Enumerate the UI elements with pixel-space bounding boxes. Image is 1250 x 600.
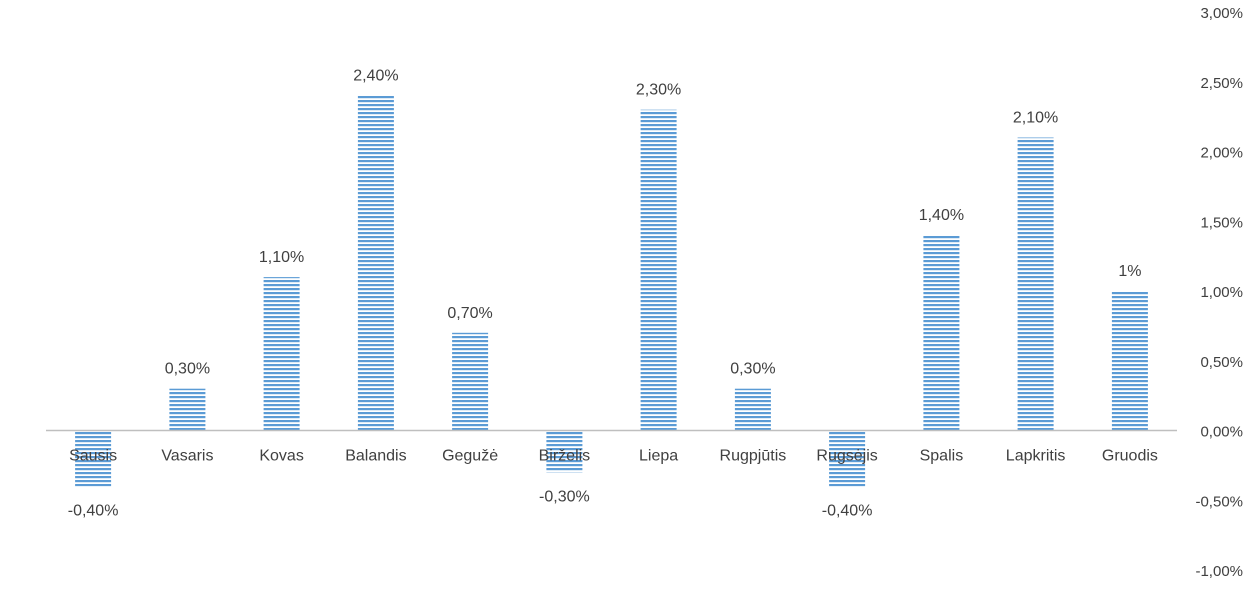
data-label: 2,30% — [636, 82, 681, 99]
data-label: 0,70% — [447, 305, 492, 322]
bar-10 — [923, 235, 960, 431]
bar-1 — [75, 430, 112, 487]
bar-12 — [1111, 291, 1148, 431]
category-label: Lapkritis — [1006, 448, 1066, 465]
category-label: Gegužė — [442, 448, 498, 465]
bar-8 — [734, 388, 771, 431]
y-tick-label: 2,50% — [1200, 75, 1243, 92]
bar-6 — [546, 430, 583, 473]
y-tick-label: 3,00% — [1200, 5, 1243, 22]
bar-11 — [1017, 137, 1054, 431]
data-label: 1,40% — [919, 207, 964, 224]
y-tick-label: -1,00% — [1195, 563, 1243, 580]
data-labels: -0,40% 0,30% 1,10% 2,40% 0,70% -0,30% 2,30% 0,3… — [68, 68, 1142, 520]
bar-5 — [452, 332, 489, 431]
y-tick-label: 1,00% — [1200, 284, 1243, 301]
category-label: Rugsėjis — [816, 448, 877, 465]
data-label: 2,10% — [1013, 110, 1058, 127]
data-label: -0,40% — [822, 502, 873, 519]
data-label: 0,30% — [730, 361, 775, 378]
category-label: Liepa — [639, 448, 678, 465]
category-label: Rugpjūtis — [720, 448, 787, 465]
bar-9 — [829, 430, 866, 487]
data-label: 2,40% — [353, 68, 398, 85]
category-label: Sausis — [69, 448, 117, 465]
category-label: Vasaris — [161, 448, 213, 465]
bar-7 — [640, 109, 677, 431]
bar-4 — [357, 95, 394, 431]
y-tick-label: 0,00% — [1200, 424, 1243, 441]
y-tick-label: 1,50% — [1200, 214, 1243, 231]
data-label: 1,10% — [259, 249, 304, 266]
y-axis-ticks: 3,00% 2,50% 2,00% 1,50% 1,00% 0,50% 0,00% -0,50… — [1195, 5, 1243, 580]
category-labels: Sausis Vasaris Kovas Balandis Gegužė Birželis… — [69, 448, 1158, 465]
category-label: Birželis — [539, 448, 591, 465]
bar-3 — [263, 277, 300, 431]
y-tick-label: 0,50% — [1200, 354, 1243, 371]
bar-2 — [169, 388, 206, 431]
bars-group — [75, 95, 1148, 487]
category-label: Kovas — [259, 448, 303, 465]
data-label: -0,40% — [68, 502, 119, 519]
category-label: Gruodis — [1102, 448, 1158, 465]
y-tick-label: -0,50% — [1195, 493, 1243, 510]
y-tick-label: 2,00% — [1200, 145, 1243, 162]
data-label: 0,30% — [165, 361, 210, 378]
category-label: Spalis — [920, 448, 964, 465]
data-label: -0,30% — [539, 488, 590, 505]
data-label: 1% — [1118, 263, 1141, 280]
category-label: Balandis — [345, 448, 406, 465]
